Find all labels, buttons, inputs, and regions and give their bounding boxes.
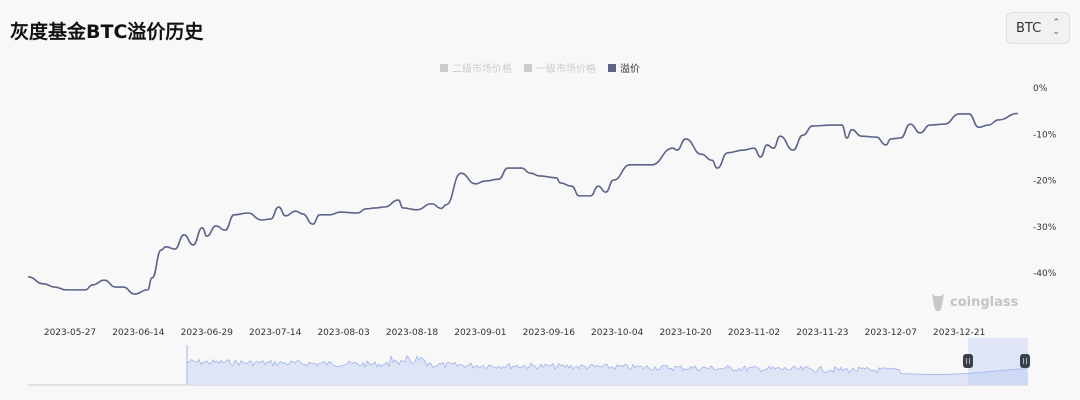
legend-label: 二级市场价格 <box>452 64 512 75</box>
legend-swatch <box>608 63 616 72</box>
legend-item-premium[interactable]: 溢价 <box>608 60 640 75</box>
x-tick-label: 2023-08-03 <box>317 328 369 338</box>
x-tick-label: 2023-11-02 <box>728 328 780 338</box>
legend-swatch <box>524 63 532 72</box>
y-tick-label: -30% <box>1033 223 1057 233</box>
x-tick-label: 2023-12-07 <box>865 328 917 338</box>
y-tick-label: 0% <box>1033 84 1048 94</box>
navigator-selection[interactable] <box>968 338 1028 385</box>
x-tick-label: 2023-08-18 <box>386 328 439 338</box>
x-tick-label: 2023-11-23 <box>796 328 848 338</box>
chart-legend: 二级市场价格 一级市场价格 溢价 <box>0 60 1080 75</box>
legend-item-secondary-price[interactable]: 二级市场价格 <box>440 60 512 75</box>
x-tick-label: 2023-12-21 <box>933 328 985 338</box>
page-title: 灰度基金BTC溢价历史 <box>10 21 204 43</box>
coinglass-logo-icon <box>932 294 944 311</box>
x-tick-label: 2023-10-20 <box>659 328 712 338</box>
watermark-text: coinglass <box>950 294 1019 310</box>
x-tick-label: 2023-07-14 <box>249 328 302 338</box>
x-tick-label: 2023-09-16 <box>523 328 576 338</box>
x-tick-label: 2023-06-14 <box>112 328 165 338</box>
navigator-area <box>187 355 1028 385</box>
x-tick-label: 2023-10-04 <box>591 328 644 338</box>
coin-select-value: BTC <box>1016 20 1042 36</box>
y-tick-label: -10% <box>1033 130 1057 140</box>
chevron-updown-icon: ⌃ ⌄ <box>1052 18 1060 37</box>
coinglass-watermark: coinglass <box>930 292 1018 312</box>
legend-label: 溢价 <box>620 64 640 75</box>
legend-item-primary-price[interactable]: 一级市场价格 <box>524 60 596 75</box>
premium-series-line <box>28 112 1018 295</box>
y-tick-label: -40% <box>1033 269 1057 279</box>
x-tick-label: 2023-05-27 <box>44 328 96 338</box>
navigator-handle-right[interactable] <box>1020 354 1030 368</box>
coin-select[interactable]: BTC ⌃ ⌄ <box>1006 12 1070 44</box>
navigator-handle-left[interactable] <box>963 354 973 368</box>
legend-label: 一级市场价格 <box>536 64 596 75</box>
y-tick-label: -20% <box>1033 177 1057 187</box>
x-tick-label: 2023-09-01 <box>454 328 506 338</box>
legend-swatch <box>440 63 448 72</box>
navigator-line <box>186 354 1028 375</box>
x-tick-label: 2023-06-29 <box>181 328 234 338</box>
